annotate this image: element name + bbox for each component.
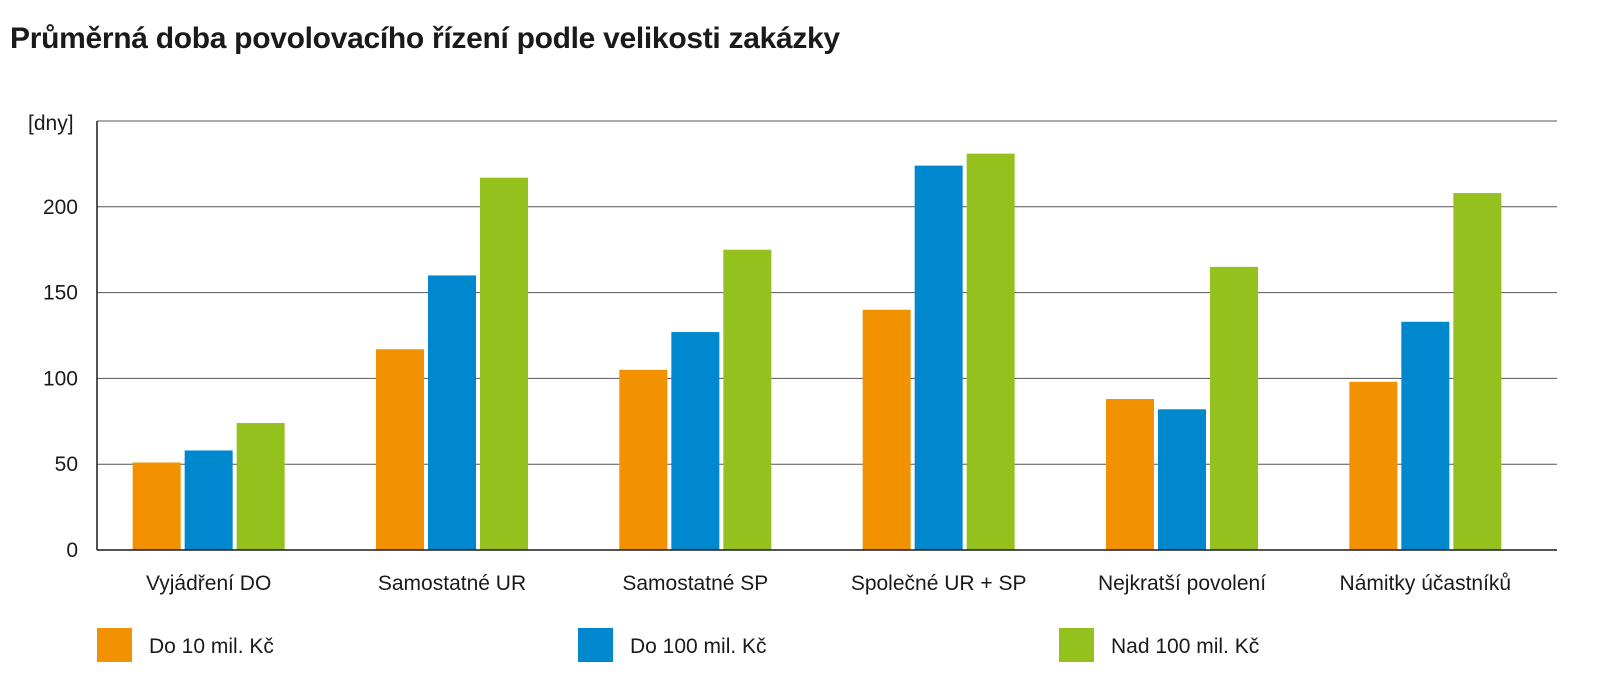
y-axis-unit-label: [dny] xyxy=(28,112,74,135)
gridlines xyxy=(97,120,1557,465)
y-tick-label: 50 xyxy=(55,453,78,476)
bar xyxy=(671,332,720,550)
y-tick-label: 0 xyxy=(66,539,78,562)
bar xyxy=(1106,398,1154,550)
x-category-labels: Vyjádření DO Samostatné UR Samostatné SP Sp… xyxy=(146,572,1511,595)
bar xyxy=(914,165,963,550)
legend-label: Nad 100 mil. Kč xyxy=(1111,635,1259,658)
y-tick-label: 200 xyxy=(43,196,78,219)
bar xyxy=(376,349,424,550)
x-category-label: Společné UR + SP xyxy=(851,572,1027,595)
legend-swatch xyxy=(578,628,613,662)
bar xyxy=(966,153,1015,550)
bar xyxy=(862,309,911,550)
axes xyxy=(96,121,1557,551)
bar xyxy=(1349,381,1398,550)
legend-label: Do 10 mil. Kč xyxy=(149,635,274,658)
bar xyxy=(619,369,668,550)
bar xyxy=(236,423,285,550)
legend-swatch xyxy=(1059,628,1094,662)
bar xyxy=(132,462,181,550)
bar xyxy=(480,177,528,551)
bar xyxy=(723,249,772,550)
x-category-label: Námitky účastníků xyxy=(1340,572,1512,595)
bar xyxy=(1401,321,1450,550)
chart-title: Průměrná doba povolovacího řízení podle … xyxy=(10,22,840,55)
bar xyxy=(184,450,233,550)
bars xyxy=(132,153,1502,551)
bar xyxy=(428,275,476,550)
bar xyxy=(1453,193,1502,550)
x-category-label: Nejkratší povolení xyxy=(1098,572,1266,595)
legend-label: Do 100 mil. Kč xyxy=(630,635,767,658)
bar xyxy=(1210,266,1258,550)
x-category-label: Vyjádření DO xyxy=(146,572,271,595)
bar xyxy=(1158,409,1206,550)
y-tick-label: 100 xyxy=(43,367,78,390)
legend-swatch xyxy=(97,628,132,662)
y-tick-label: 150 xyxy=(43,282,78,305)
y-tick-labels: 0 50 100 150 200 xyxy=(43,196,78,562)
x-category-label: Samostatné UR xyxy=(378,572,526,595)
x-category-label: Samostatné SP xyxy=(622,572,768,595)
legend: Do 10 mil. Kč Do 100 mil. Kč Nad 100 mil. … xyxy=(97,628,1259,662)
